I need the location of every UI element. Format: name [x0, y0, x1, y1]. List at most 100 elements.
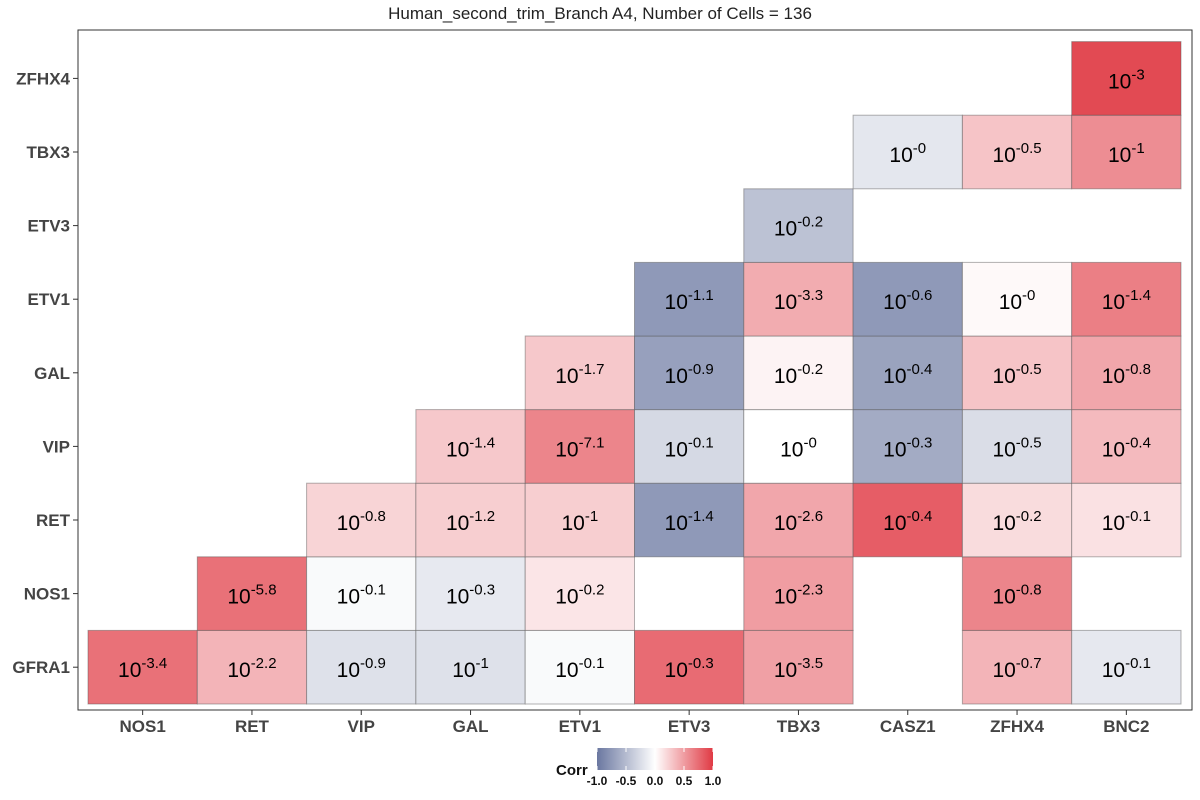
cell-label: 10-0.5 [992, 140, 1041, 167]
x-tick-label: RET [235, 717, 270, 736]
heatmap-cell [634, 261, 745, 337]
heatmap-cell [961, 335, 1073, 411]
cell-label: 10-1.7 [555, 361, 604, 388]
heatmap-cell [743, 556, 854, 631]
cell-label: 10-0.8 [1102, 361, 1151, 388]
heatmap-cell [634, 629, 745, 705]
cell-label-base: 10 [555, 659, 578, 682]
legend-tick-label: 1.0 [705, 774, 722, 788]
legend-tick-label: -0.5 [616, 774, 637, 788]
cell-label: 10-0.2 [992, 508, 1041, 535]
cell-label-base: 10 [774, 512, 797, 535]
cell-label-exponent: -0.1 [360, 582, 386, 599]
cell-label-base: 10 [883, 291, 906, 314]
cell-label-base: 10 [889, 144, 912, 167]
cell-label-base: 10 [665, 659, 688, 682]
cell-label-exponent: -3 [1131, 66, 1144, 83]
heatmap-cell [743, 261, 854, 337]
cell-label-exponent: -2.2 [251, 655, 277, 672]
cell-label: 10-1 [1108, 140, 1145, 167]
heatmap-cell [852, 114, 963, 190]
legend-colorbar [597, 748, 713, 770]
cell-label-exponent: -0 [803, 434, 816, 451]
cell-label: 10-0.2 [774, 214, 823, 241]
x-tick-label: ETV3 [668, 717, 711, 736]
cell-label: 10-3.4 [118, 655, 167, 682]
cell-label-exponent: -0.2 [1016, 508, 1042, 525]
cell-label-base: 10 [780, 438, 803, 461]
cell-label-base: 10 [1108, 70, 1131, 93]
cell-label-base: 10 [337, 512, 360, 535]
y-tick-label: ETV3 [27, 217, 70, 236]
cell-label-exponent: -3.5 [797, 655, 823, 672]
cell-label-base: 10 [774, 365, 797, 388]
cell-label-base: 10 [337, 659, 360, 682]
cell-label-exponent: -0.1 [688, 434, 714, 451]
cell-label: 10-2.2 [227, 655, 276, 682]
heatmap-cell [1071, 629, 1182, 705]
cell-label-exponent: -5.8 [251, 582, 277, 599]
x-tick-label: CASZ1 [880, 717, 936, 736]
cell-label-exponent: -0.8 [1016, 582, 1042, 599]
cell-label: 10-0.1 [555, 655, 604, 682]
cell-label-exponent: -1.2 [469, 508, 495, 525]
heatmap-cell [1071, 409, 1182, 484]
x-tick-label: NOS1 [120, 717, 166, 736]
x-tick-label: ETV1 [559, 717, 602, 736]
cell-label-base: 10 [774, 291, 797, 314]
heatmap-cell [743, 482, 854, 558]
heatmap-cell [743, 188, 854, 263]
cell-label-exponent: -0.1 [1125, 508, 1151, 525]
heatmap-cell [852, 335, 963, 411]
cell-label-base: 10 [555, 438, 578, 461]
cell-label: 10-0.8 [992, 582, 1041, 609]
cell-label-exponent: -0.8 [1125, 361, 1151, 378]
cell-label: 10-2.6 [774, 508, 823, 535]
cell-label: 10-1.4 [446, 434, 495, 461]
heatmap-cell [415, 629, 526, 705]
cell-label-base: 10 [452, 659, 475, 682]
heatmap-cell [415, 482, 526, 558]
heatmap-cell [961, 261, 1073, 337]
cell-label-exponent: -1.4 [469, 434, 495, 451]
cell-label: 10-1.1 [665, 287, 714, 314]
cell-label: 10-0.9 [337, 655, 386, 682]
cell-label: 10-1 [561, 508, 598, 535]
cell-label-exponent: -0.4 [907, 361, 933, 378]
heatmap-cell [524, 409, 636, 484]
x-tick-label: TBX3 [777, 717, 820, 736]
cell-label-base: 10 [883, 438, 906, 461]
heatmap-cell [743, 409, 854, 484]
cell-label: 10-0.3 [883, 434, 932, 461]
cell-label-exponent: -0.4 [1125, 434, 1151, 451]
legend-tick-label: 0.5 [676, 774, 693, 788]
y-tick-label: RET [36, 511, 71, 530]
x-tick-label: VIP [348, 717, 375, 736]
cell-label-base: 10 [337, 586, 360, 609]
legend-tick-label: -1.0 [587, 774, 608, 788]
heatmap-cell [961, 114, 1073, 190]
cell-label-exponent: -0.9 [688, 361, 714, 378]
legend-title: Corr [556, 762, 588, 779]
heatmap-cell [196, 556, 308, 631]
cell-label-base: 10 [992, 438, 1015, 461]
cell-label-base: 10 [665, 365, 688, 388]
cell-label-exponent: -0.4 [907, 508, 933, 525]
x-tick-label: BNC2 [1103, 717, 1149, 736]
cell-label-exponent: -1 [585, 508, 598, 525]
cell-label-base: 10 [1108, 144, 1131, 167]
cell-label: 10-0.6 [883, 287, 932, 314]
cell-label: 10-0.1 [337, 582, 386, 609]
cell-label: 10-0.8 [337, 508, 386, 535]
x-tick-label: ZFHX4 [990, 717, 1044, 736]
cell-label-exponent: -3.4 [141, 655, 167, 672]
cell-label-exponent: -0.6 [907, 287, 933, 304]
cell-label-exponent: -0.5 [1016, 434, 1042, 451]
heatmap-cell [524, 556, 636, 631]
cell-label: 10-0.9 [665, 361, 714, 388]
plot-panel [77, 29, 1193, 711]
heatmap-cell [1071, 335, 1182, 411]
cell-label-exponent: -1.4 [688, 508, 714, 525]
heatmap-cell [415, 556, 526, 631]
